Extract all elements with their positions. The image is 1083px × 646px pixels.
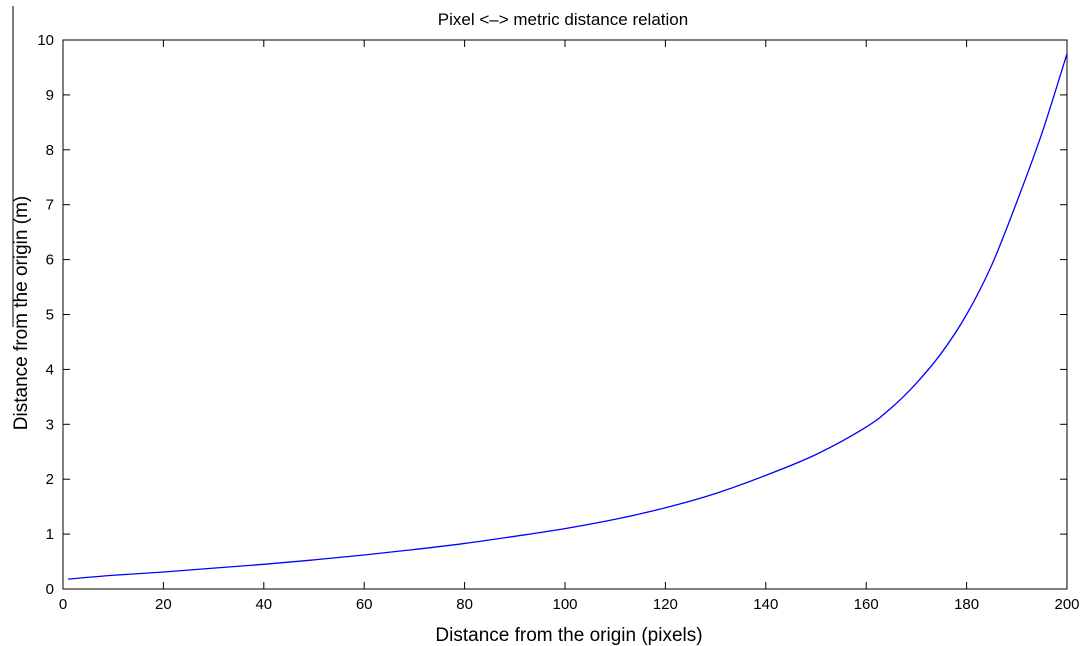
y-tick-label: 3 [46, 416, 54, 433]
chart-title: Pixel <–> metric distance relation [438, 10, 688, 29]
x-tick-label: 100 [552, 596, 577, 613]
x-axis-title: Distance from the origin (pixels) [435, 625, 702, 646]
y-tick-label: 2 [46, 471, 54, 488]
x-tick-label: 80 [456, 596, 473, 613]
x-tick-label: 140 [753, 596, 778, 613]
x-tick-label: 60 [356, 596, 373, 613]
y-tick-label: 5 [46, 307, 54, 324]
series-line [67, 53, 1068, 580]
y-tick-label: 10 [37, 32, 54, 49]
x-tick-label: 20 [155, 596, 172, 613]
x-tick-label: 200 [1054, 596, 1079, 613]
y-tick-label: 0 [46, 581, 54, 598]
x-tick-label: 120 [653, 596, 678, 613]
x-tick-label: 0 [59, 596, 67, 613]
y-tick-label: 8 [46, 142, 54, 159]
plot-area [62, 39, 1068, 590]
y-tick-label: 9 [46, 87, 54, 104]
y-tick-label: 7 [46, 197, 54, 214]
x-tick-label: 160 [854, 596, 879, 613]
y-axis-title: Distance from the origin (m) [11, 196, 32, 430]
x-axis-ticks: 0 20 40 60 80 100 120 140 160 180 200 [59, 40, 1080, 613]
y-axis-ticks: 0 1 2 3 4 5 6 7 8 9 10 [37, 32, 1067, 598]
y-tick-label: 4 [46, 361, 54, 378]
y-tick-label: 6 [46, 252, 54, 269]
y-tick-label: 1 [46, 526, 54, 543]
x-tick-label: 180 [954, 596, 979, 613]
x-tick-label: 40 [255, 596, 272, 613]
